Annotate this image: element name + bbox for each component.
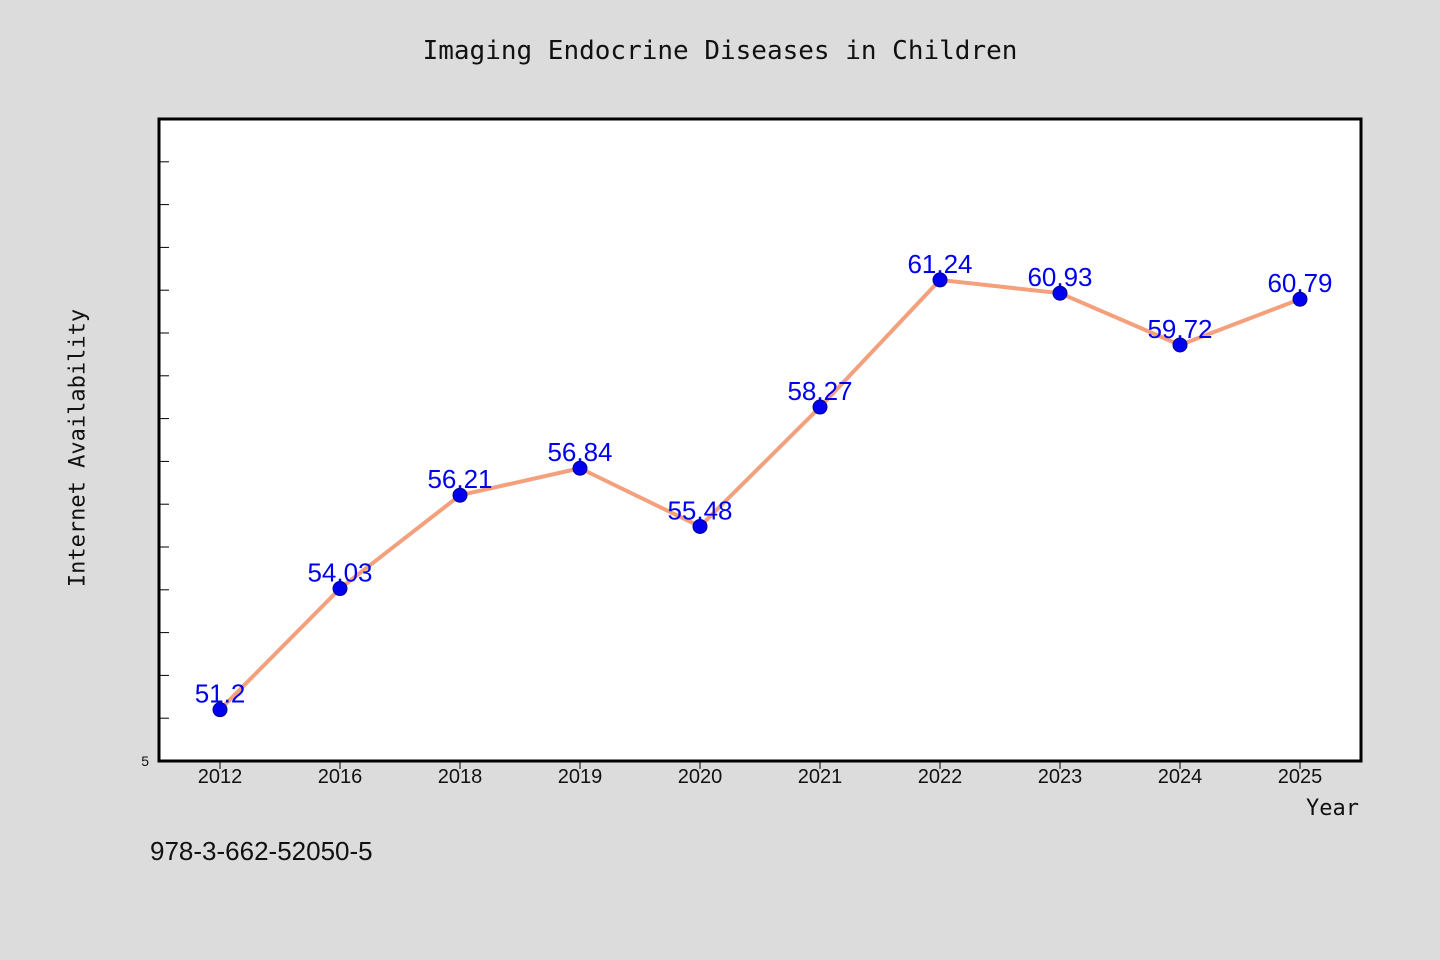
x-tick-label: 2018	[438, 766, 483, 788]
x-tick-label: 2023	[1038, 766, 1083, 788]
data-label: 60.79	[1267, 268, 1332, 298]
data-label: 61.24	[907, 249, 972, 279]
data-label: 51.2	[195, 679, 246, 709]
isbn-footer: 978-3-662-52050-5	[150, 836, 373, 866]
data-point	[332, 581, 348, 597]
data-point	[1292, 291, 1308, 307]
data-label: 59.72	[1147, 314, 1212, 344]
y-axis-ticks: 5	[141, 161, 169, 769]
data-label: 56.84	[547, 437, 612, 467]
series-line	[218, 277, 1302, 712]
data-point	[1172, 337, 1188, 353]
data-label: 55.48	[667, 495, 732, 525]
data-point	[812, 399, 828, 415]
data-point	[692, 518, 708, 534]
x-tick-label: 2024	[1158, 766, 1203, 788]
x-tick-label: 2019	[558, 766, 603, 788]
data-point	[452, 487, 468, 503]
x-tick-label: 2025	[1278, 766, 1323, 788]
y-tick-label: 5	[141, 753, 149, 769]
x-tick-label: 2022	[918, 766, 963, 788]
series-group: 51.2 54.03 56.21 56.84 55.48 58.27 61.24 60.93 5…	[195, 249, 1333, 718]
data-point	[212, 702, 228, 718]
data-label: 56.21	[427, 464, 492, 494]
data-point	[932, 272, 948, 288]
data-label: 60.93	[1027, 262, 1092, 292]
data-label: 58.27	[787, 376, 852, 406]
x-tick-label: 2016	[318, 766, 363, 788]
x-axis-ticks: 2012 2016 2018 2019 2020 2021 2022 2023 2024 2025	[198, 761, 1323, 788]
data-point	[1052, 285, 1068, 301]
plot-area	[157, 117, 1363, 763]
chart-title: Imaging Endocrine Diseases in Children	[422, 36, 1018, 66]
x-tick-label: 2012	[198, 766, 243, 788]
data-point	[572, 460, 588, 476]
data-label: 54.03	[307, 558, 372, 588]
x-axis-label: Year	[1306, 796, 1359, 821]
x-tick-label: 2021	[798, 766, 843, 788]
x-tick-label: 2020	[678, 766, 723, 788]
